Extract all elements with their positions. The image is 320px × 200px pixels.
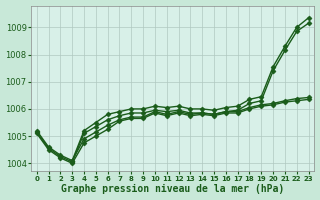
X-axis label: Graphe pression niveau de la mer (hPa): Graphe pression niveau de la mer (hPa): [61, 184, 284, 194]
